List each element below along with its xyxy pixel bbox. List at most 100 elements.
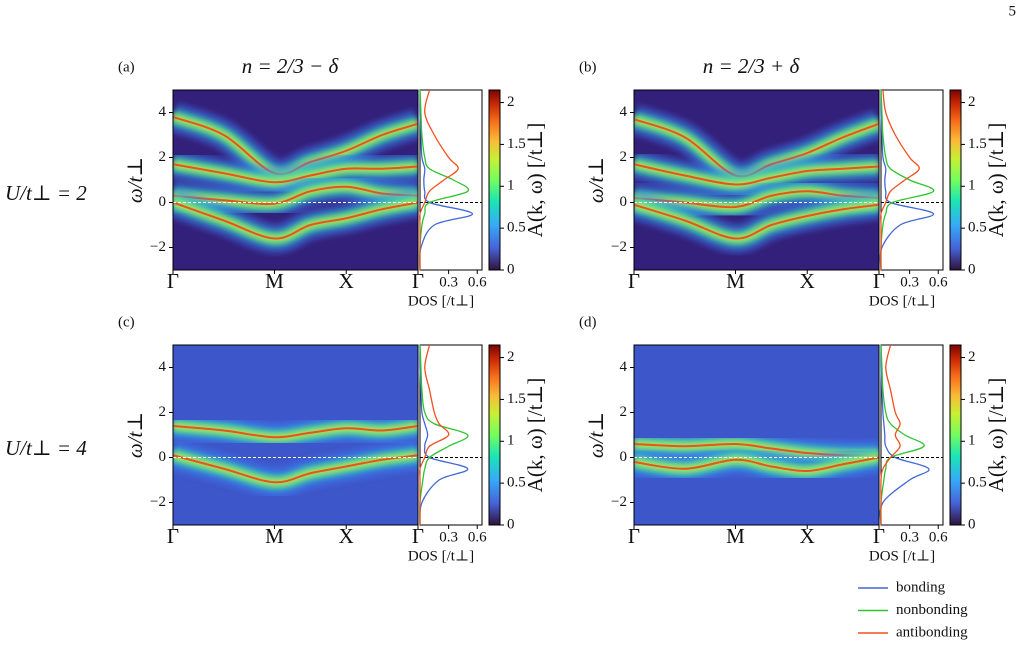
y-tick-label: 2	[159, 149, 167, 165]
x-tick-label: X	[800, 524, 815, 548]
x-tick-label: Γ	[628, 269, 640, 293]
y-tick-label: −2	[150, 494, 166, 510]
colorbar-tick-label: 2	[968, 94, 976, 110]
frame	[172, 89, 419, 271]
dos-line	[419, 344, 469, 526]
y-axis-label: ω/t⊥	[584, 412, 608, 458]
y-tick-label: 4	[159, 104, 167, 120]
legend-label: nonbonding	[896, 602, 968, 618]
page-number: 5	[1009, 3, 1017, 19]
x-tick-label: M	[726, 524, 745, 548]
dos-x-label: DOS [/t⊥]	[408, 293, 474, 309]
colorbar	[949, 344, 962, 526]
colorbar-tick-label: 2	[507, 94, 515, 110]
y-tick-label: 0	[159, 449, 167, 465]
dos-x-tick-label: 0.6	[468, 274, 487, 290]
x-tick-label: Γ	[167, 269, 179, 293]
dos-x-tick-label: 0.6	[929, 529, 948, 545]
x-tick-label: M	[265, 269, 284, 293]
dos-x-tick-label: 0.3	[900, 529, 919, 545]
colorbar-tick-label: 0	[968, 516, 976, 532]
colorbar	[488, 344, 501, 526]
dos-line	[419, 344, 450, 526]
y-tick-label: 4	[620, 104, 628, 120]
y-tick-label: −2	[611, 494, 627, 510]
heatmap	[173, 411, 418, 498]
dos-x-tick-label: 0.3	[439, 274, 458, 290]
frame	[633, 89, 880, 271]
x-tick-label: Γ	[873, 269, 885, 293]
y-tick-label: 2	[159, 404, 167, 420]
dos-frame	[880, 344, 944, 526]
colorbar-tick-label: 0.5	[507, 220, 526, 236]
y-axis-label: ω/t⊥	[123, 412, 147, 458]
colorbar-tick-label: 1.5	[968, 391, 987, 407]
colorbar-tick-label: 2	[968, 349, 976, 365]
dos-line	[880, 344, 925, 526]
heatmap	[173, 102, 418, 254]
colorbar-tick-label: 2	[507, 349, 515, 365]
colorbar-tick-label: 1	[507, 433, 515, 449]
dos-x-tick-label: 0.3	[439, 529, 458, 545]
x-tick-label: X	[800, 269, 815, 293]
dos-line	[419, 89, 459, 271]
colorbar-label: A(k, ω) [/t⊥]	[984, 378, 1008, 493]
x-tick-label: Γ	[628, 524, 640, 548]
colorbar-label: A(k, ω) [/t⊥]	[523, 378, 547, 493]
dos-frame	[419, 89, 483, 271]
legend-label: antibonding	[896, 624, 968, 640]
colorbar-tick-label: 1	[968, 178, 976, 194]
band	[173, 201, 418, 240]
y-tick-label: 4	[620, 359, 628, 375]
heatmap	[634, 104, 879, 254]
x-tick-label: Γ	[167, 524, 179, 548]
legend-label: bonding	[896, 579, 946, 595]
dos-line	[418, 89, 474, 271]
colorbar-tick-label: 1.5	[968, 136, 987, 152]
band	[634, 203, 879, 240]
panel-label: (d)	[579, 314, 597, 330]
dos-x-tick-label: 0.6	[468, 529, 487, 545]
colorbar-tick-label: 0	[968, 261, 976, 277]
colorbar	[488, 89, 501, 271]
y-tick-label: −2	[611, 239, 627, 255]
colorbar-label: A(k, ω) [/t⊥]	[984, 123, 1008, 238]
y-tick-label: −2	[150, 239, 166, 255]
x-tick-label: X	[339, 269, 354, 293]
dos-line	[419, 344, 469, 526]
dos-x-label: DOS [/t⊥]	[869, 293, 935, 309]
x-tick-label: Γ	[873, 524, 885, 548]
dos-x-tick-label: 0.6	[929, 274, 948, 290]
band	[173, 185, 418, 205]
band	[173, 425, 418, 439]
band	[173, 163, 418, 184]
column-title: n = 2/3 + δ	[703, 54, 801, 78]
y-tick-label: 0	[620, 449, 628, 465]
row-label: U/t⊥ = 4	[5, 436, 87, 460]
colorbar-tick-label: 0	[507, 516, 515, 532]
dos-frame	[419, 344, 483, 526]
panel-label: (a)	[118, 59, 135, 75]
band	[634, 163, 879, 186]
panel-label: (b)	[579, 59, 597, 75]
x-tick-label: Γ	[412, 269, 424, 293]
colorbar	[949, 89, 962, 271]
dos-line	[419, 89, 470, 271]
colorbar-label: A(k, ω) [/t⊥]	[523, 123, 547, 238]
heatmap	[634, 428, 879, 487]
dos-line	[880, 89, 935, 271]
colorbar-tick-label: 1	[968, 433, 976, 449]
x-tick-label: X	[339, 524, 354, 548]
colorbar-tick-label: 0.5	[968, 220, 987, 236]
x-tick-label: M	[265, 524, 284, 548]
y-tick-label: 0	[159, 194, 167, 210]
column-title: n = 2/3 − δ	[242, 54, 340, 78]
dos-x-label: DOS [/t⊥]	[408, 548, 474, 564]
y-axis-label: ω/t⊥	[584, 157, 608, 203]
y-tick-label: 2	[620, 149, 628, 165]
dos-line	[880, 344, 901, 525]
colorbar-tick-label: 0.5	[968, 475, 987, 491]
dos-line	[880, 89, 920, 270]
colorbar-tick-label: 1.5	[507, 391, 526, 407]
colorbar-tick-label: 0.5	[507, 475, 526, 491]
